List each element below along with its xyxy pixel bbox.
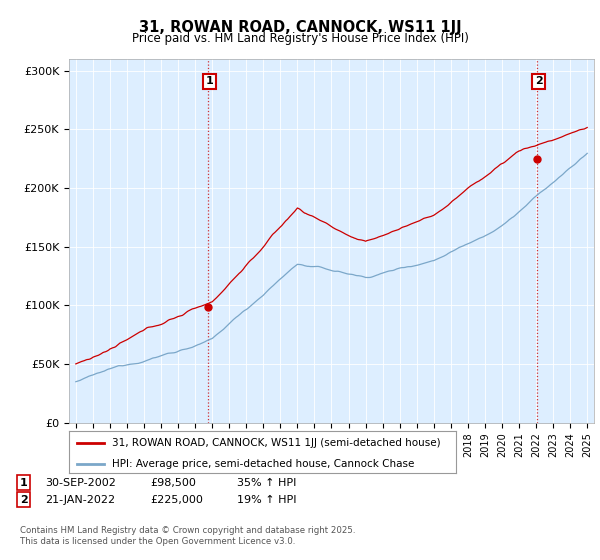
Text: 31, ROWAN ROAD, CANNOCK, WS11 1JJ: 31, ROWAN ROAD, CANNOCK, WS11 1JJ <box>139 20 461 35</box>
Text: 35% ↑ HPI: 35% ↑ HPI <box>237 478 296 488</box>
Text: 2: 2 <box>20 494 28 505</box>
Text: 2: 2 <box>535 76 542 86</box>
Text: Contains HM Land Registry data © Crown copyright and database right 2025.
This d: Contains HM Land Registry data © Crown c… <box>20 526 355 546</box>
Text: 30-SEP-2002: 30-SEP-2002 <box>45 478 116 488</box>
Text: 19% ↑ HPI: 19% ↑ HPI <box>237 494 296 505</box>
Text: 31, ROWAN ROAD, CANNOCK, WS11 1JJ (semi-detached house): 31, ROWAN ROAD, CANNOCK, WS11 1JJ (semi-… <box>112 438 440 448</box>
Text: £225,000: £225,000 <box>150 494 203 505</box>
Text: £98,500: £98,500 <box>150 478 196 488</box>
Text: Price paid vs. HM Land Registry's House Price Index (HPI): Price paid vs. HM Land Registry's House … <box>131 32 469 45</box>
Text: 1: 1 <box>20 478 28 488</box>
Text: 1: 1 <box>206 76 214 86</box>
Text: 21-JAN-2022: 21-JAN-2022 <box>45 494 115 505</box>
Text: HPI: Average price, semi-detached house, Cannock Chase: HPI: Average price, semi-detached house,… <box>112 459 414 469</box>
